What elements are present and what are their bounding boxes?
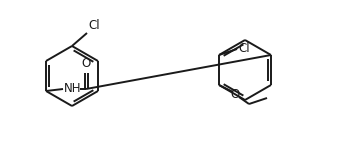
- Text: Cl: Cl: [238, 43, 250, 55]
- Text: O: O: [230, 88, 240, 100]
- Text: Cl: Cl: [88, 19, 99, 32]
- Text: NH: NH: [64, 82, 81, 95]
- Text: O: O: [81, 57, 91, 70]
